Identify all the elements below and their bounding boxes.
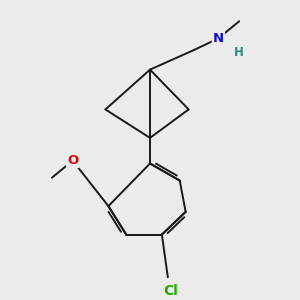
Text: H: H	[234, 46, 244, 59]
Text: Cl: Cl	[164, 284, 178, 298]
Text: N: N	[213, 32, 224, 45]
Text: O: O	[67, 154, 78, 167]
